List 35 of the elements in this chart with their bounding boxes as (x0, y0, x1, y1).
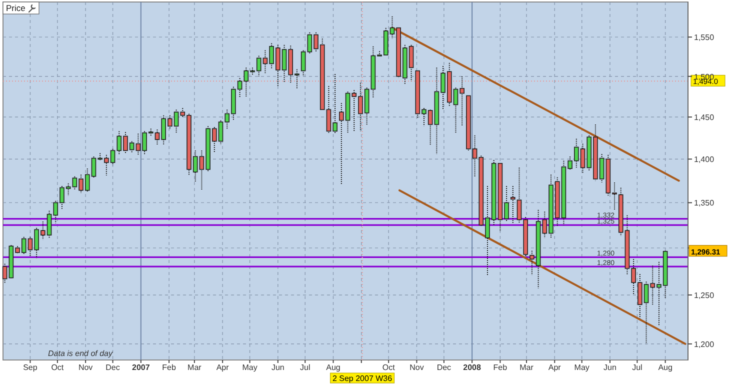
x-tick-label: Sep (23, 363, 38, 372)
x-tick-label: Nov (410, 363, 424, 372)
x-tick-label: Jul (632, 363, 643, 372)
ref-line-label: 2 Sep 2007 W36 (332, 374, 393, 383)
candlestick (510, 185, 516, 224)
x-tick-label: Nov (78, 363, 93, 372)
x-tick-label: Aug (326, 363, 340, 372)
x-tick-label: Jun (604, 363, 616, 372)
x-tick-label: 2008 (463, 363, 482, 372)
y-tick-label: 1,400 (694, 155, 715, 164)
x-tick-label: Aug (658, 363, 672, 372)
x-tick-label: Oct (51, 363, 64, 372)
x-tick-label: Dec (436, 363, 452, 372)
y-tick-label: 1,350 (694, 198, 715, 208)
x-tick-label: Mar (188, 363, 202, 372)
y-tick-label: 1,450 (694, 113, 715, 122)
candlestick (300, 50, 306, 77)
x-tick-label: Mar (520, 363, 534, 372)
x-tick-label: Oct (382, 363, 396, 372)
x-tick-label: May (242, 363, 258, 372)
x-tick-label: Feb (493, 363, 508, 372)
x-tick-label: Dec (106, 363, 120, 372)
y-axis-title: Price (6, 3, 26, 13)
y-tick-label: 1,200 (694, 340, 715, 349)
x-tick-label: 2007 (132, 363, 150, 372)
y-tick-label: 1,250 (694, 290, 715, 300)
x-tick-label: Jun (271, 363, 284, 372)
x-tick-label: Feb (162, 363, 176, 372)
x-tick-label: May (574, 363, 590, 372)
candlestick (2, 263, 8, 284)
x-tick-label: Apr (216, 363, 230, 372)
x-tick-label: Apr (548, 363, 562, 372)
y-tick-label: 1,550 (694, 33, 715, 42)
x-tick-label: Jul (300, 363, 310, 372)
annotation: Data is end of day (48, 349, 114, 358)
